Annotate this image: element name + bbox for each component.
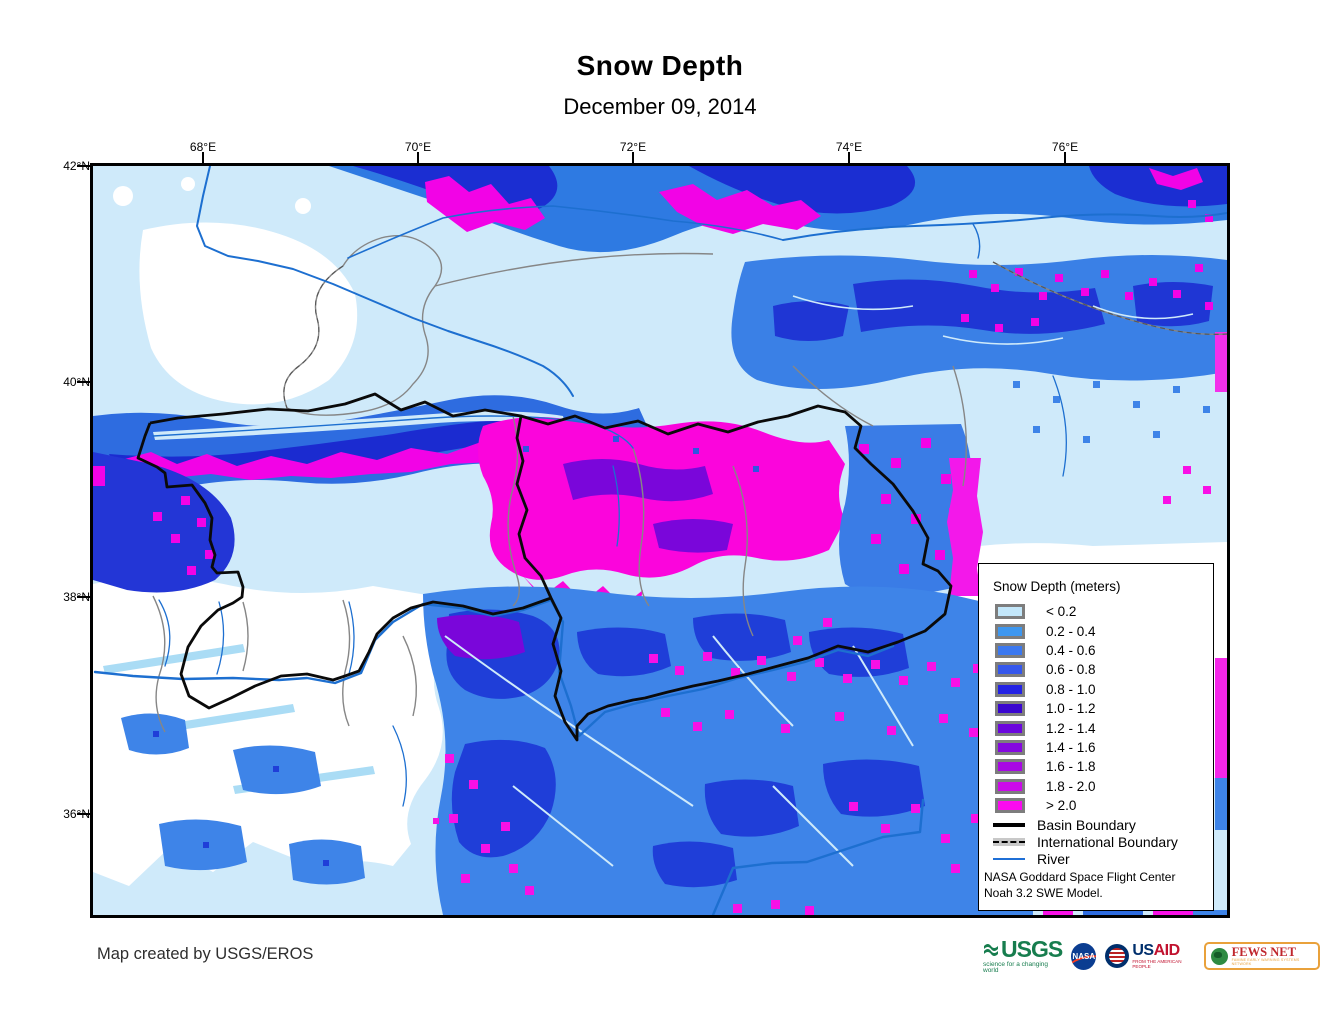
map-canvas: [93, 166, 1227, 915]
legend-class-label: 1.0 - 1.2: [1046, 701, 1096, 717]
latitude-label: 42°N: [56, 159, 90, 173]
international-line-symbol: [993, 837, 1025, 846]
legend-swatch: [995, 720, 1025, 736]
longitude-tick: [848, 152, 850, 165]
longitude-label: 68°E: [189, 140, 217, 154]
legend-class-row: 0.4 - 0.6: [995, 641, 1096, 660]
longitude-label: 72°E: [619, 140, 647, 154]
fewsnet-logo: FEWS NET FAMINE EARLY WARNING SYSTEMS NE…: [1203, 941, 1320, 971]
legend-class-row: 1.2 - 1.4: [995, 718, 1096, 737]
legend-line-row: River: [993, 851, 1178, 868]
right-edge-detail: [993, 381, 1227, 915]
nasa-logo-text: NASA: [1072, 951, 1096, 961]
latitude-tick: [77, 813, 92, 815]
longitude-tick: [202, 152, 204, 165]
legend-class-label: < 0.2: [1046, 604, 1077, 620]
legend-swatch: [995, 662, 1025, 678]
longitude-label: 76°E: [1051, 140, 1079, 154]
legend-source-note: NASA Goddard Space Flight Center Noah 3.…: [984, 869, 1175, 901]
fewsnet-logo-text: FEWS NET: [1231, 944, 1296, 959]
fewsnet-tagline: FAMINE EARLY WARNING SYSTEMS NETWORK: [1231, 958, 1300, 966]
legend-swatch: [995, 739, 1025, 755]
legend-class-row: 1.6 - 1.8: [995, 757, 1096, 776]
fewsnet-globe-icon: [1210, 947, 1228, 965]
latitude-label: 36°N: [56, 807, 90, 821]
legend-class-row: 0.2 - 0.4: [995, 621, 1096, 640]
latitude-tick: [77, 381, 92, 383]
east-range: [731, 255, 1227, 392]
longitude-label: 70°E: [404, 140, 432, 154]
legend-class-row: > 2.0: [995, 796, 1096, 815]
longitude-tick: [632, 152, 634, 165]
map-date-subtitle: December 09, 2014: [563, 94, 757, 119]
legend-swatch: [995, 642, 1025, 658]
river-line-symbol: [993, 858, 1025, 861]
legend-class-row: 0.8 - 1.0: [995, 680, 1096, 699]
legend-class-row: 1.4 - 1.6: [995, 738, 1096, 757]
legend-line-symbols: Basin Boundary International Boundary Rive…: [993, 816, 1178, 868]
legend-title: Snow Depth (meters): [993, 579, 1121, 594]
basin-boundary-line: [136, 392, 953, 742]
source-note-line1: NASA Goddard Space Flight Center: [984, 870, 1176, 884]
pamir-massif: [478, 416, 845, 616]
map-title: Snow Depth: [576, 50, 744, 81]
latitude-tick: [77, 165, 92, 167]
legend-class-label: 0.4 - 0.6: [1046, 642, 1096, 658]
legend-line-row: Basin Boundary: [993, 816, 1178, 833]
legend-class-label: 1.2 - 1.4: [1046, 720, 1096, 736]
legend-class-row: < 0.2: [995, 602, 1096, 621]
legend-line-label: River: [1037, 851, 1070, 868]
partner-logos: USGS science for a changing world NASA U…: [983, 933, 1320, 979]
usaid-seal-icon: [1105, 944, 1130, 968]
source-note-line2: Noah 3.2 SWE Model.: [984, 886, 1103, 900]
longitude-label: 74°E: [835, 140, 863, 154]
latitude-tick: [77, 596, 92, 598]
legend-class-label: 1.8 - 2.0: [1046, 778, 1096, 794]
legend-line-row: International Boundary: [993, 833, 1178, 850]
legend-classes: < 0.2 0.2 - 0.4 0.4 - 0.6 0.6 - 0.8 0.8 - 1.…: [995, 602, 1096, 815]
usaid-logo-text-aid: AID: [1153, 941, 1181, 959]
legend-swatch: [995, 701, 1025, 717]
latitude-label: 40°N: [56, 375, 90, 389]
longitude-tick: [417, 152, 419, 165]
north-range: [329, 166, 1227, 253]
basin-line-symbol: [993, 822, 1025, 827]
legend-class-label: 1.4 - 1.6: [1046, 739, 1096, 755]
legend-line-label: International Boundary: [1037, 833, 1178, 850]
usaid-logo-text-us: US: [1132, 941, 1154, 959]
legend-class-row: 1.8 - 2.0: [995, 777, 1096, 796]
longitude-tick: [1064, 152, 1066, 165]
usaid-logo: USAID FROM THE AMERICAN PEOPLE: [1105, 941, 1194, 969]
latitude-label: 38°N: [56, 590, 90, 604]
legend-class-label: 0.8 - 1.0: [1046, 681, 1096, 697]
usaid-tagline: FROM THE AMERICAN PEOPLE: [1132, 958, 1182, 969]
international-boundary-dashes: [283, 261, 1227, 409]
map-frame[interactable]: [90, 163, 1230, 918]
usgs-wave-icon: [984, 944, 998, 956]
legend-swatch: [995, 759, 1025, 775]
legend-line-label: Basin Boundary: [1037, 816, 1136, 833]
legend-class-label: 0.6 - 0.8: [1046, 662, 1096, 678]
international-boundary-lines: [152, 235, 1227, 733]
legend-swatch: [995, 798, 1025, 814]
legend-class-label: 0.2 - 0.4: [1046, 623, 1096, 639]
legend-swatch: [995, 681, 1025, 697]
legend-swatch: [995, 604, 1025, 620]
usgs-logo-text: USGS: [1001, 935, 1063, 962]
legend-class-row: 0.6 - 0.8: [995, 660, 1096, 679]
legend-swatch: [995, 778, 1025, 794]
usgs-tagline: science for a changing world: [983, 960, 1049, 974]
usgs-logo: USGS science for a changing world: [983, 935, 1063, 975]
legend-swatch: [995, 623, 1025, 639]
legend-class-label: 1.6 - 1.8: [1046, 759, 1096, 775]
southeast-range: [423, 586, 1015, 915]
nasa-logo: NASA: [1071, 942, 1097, 970]
legend-panel: Snow Depth (meters) < 0.2 0.2 - 0.4 0.4 - …: [978, 563, 1214, 911]
legend-class-label: > 2.0: [1046, 798, 1077, 814]
legend-class-row: 1.0 - 1.2: [995, 699, 1096, 718]
southwest-hills: [121, 713, 439, 885]
map-credit-text: Map created by USGS/EROS: [97, 945, 314, 963]
